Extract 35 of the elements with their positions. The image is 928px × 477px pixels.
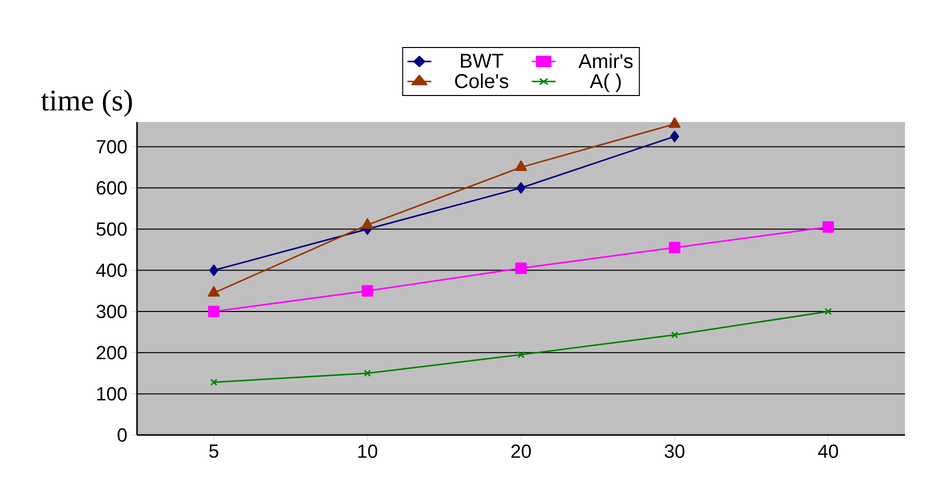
point xyxy=(517,351,525,358)
point xyxy=(670,130,680,142)
point xyxy=(209,264,218,276)
point xyxy=(208,286,220,297)
point xyxy=(208,306,220,318)
y-tick-label: 100 xyxy=(97,387,127,401)
x-tick-label: 10 xyxy=(358,444,378,458)
point xyxy=(364,370,371,377)
point xyxy=(671,331,678,339)
y-tick-label: 0 xyxy=(118,428,127,442)
y-tick-label: 700 xyxy=(96,140,127,154)
legend-label: Amir's xyxy=(578,54,633,68)
point xyxy=(824,308,832,316)
y-tick-label: 200 xyxy=(96,346,127,360)
point xyxy=(362,285,374,297)
point xyxy=(515,262,527,274)
x-tick-label: 40 xyxy=(818,444,838,458)
point xyxy=(516,182,526,194)
x-tick-label: 5 xyxy=(209,444,218,458)
point xyxy=(668,117,681,128)
point xyxy=(361,218,374,229)
legend-label: Cole's xyxy=(455,74,508,88)
y-axis-title: time (s) xyxy=(41,90,132,117)
x-tick-label: 30 xyxy=(664,444,684,458)
y-tick-label: 500 xyxy=(96,222,127,236)
point xyxy=(210,378,218,386)
y-tick-label: 300 xyxy=(96,304,127,318)
legend-label: A( ) xyxy=(590,74,621,92)
y-tick-label: 600 xyxy=(96,181,127,195)
x-tick-label: 20 xyxy=(511,444,531,458)
point xyxy=(822,221,834,233)
point xyxy=(515,160,527,172)
point xyxy=(668,242,680,254)
legend-label: BWT xyxy=(460,54,504,68)
y-tick-label: 400 xyxy=(96,264,127,277)
